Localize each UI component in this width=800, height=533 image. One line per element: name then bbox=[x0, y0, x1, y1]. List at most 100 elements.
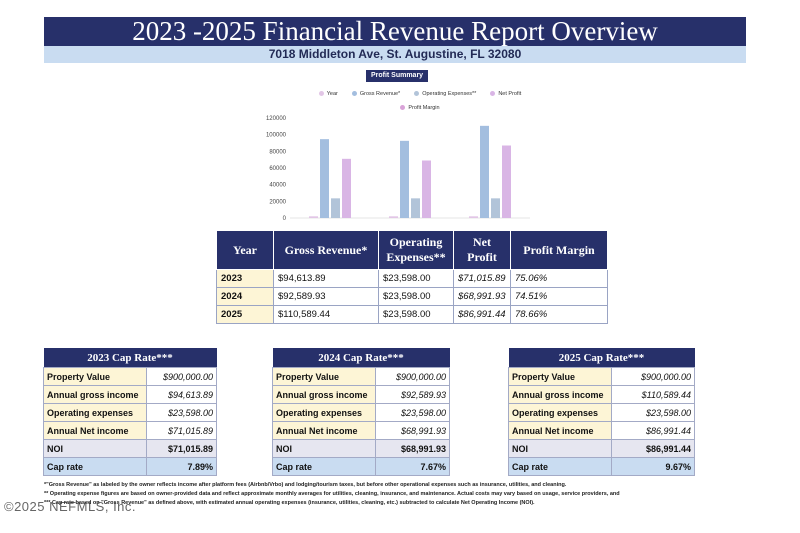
label-gross-income: Annual gross income bbox=[508, 385, 612, 404]
legend-item: Year bbox=[318, 87, 338, 101]
table-row: Annual gross income $94,613.89 bbox=[43, 385, 217, 404]
label-noi: NOI bbox=[43, 439, 147, 458]
chart-legend: Year Gross Revenue* Operating Expenses** Ne… bbox=[290, 87, 550, 115]
header-gross-revenue: Gross Revenue* bbox=[273, 230, 379, 270]
profit-summary-chart: 120000 100000 80000 60000 40000 20000 0 bbox=[266, 116, 530, 222]
table-row: Operating expenses $23,598.00 bbox=[272, 403, 450, 422]
header-year: Year bbox=[216, 230, 274, 270]
bar bbox=[411, 198, 420, 218]
value-gross-income: $94,613.89 bbox=[146, 385, 217, 404]
summary-table-header: Year Gross Revenue* Operating Expenses**… bbox=[216, 230, 608, 270]
label-noi: NOI bbox=[508, 439, 612, 458]
cell-year: 2023 bbox=[216, 269, 274, 288]
table-row: 2025 $110,589.44 $23,598.00 $86,991.44 7… bbox=[216, 305, 608, 324]
y-tick-label: 20000 bbox=[269, 199, 286, 205]
legend-label: Profit Margin bbox=[408, 105, 440, 111]
legend-item: Operating Expenses** bbox=[414, 87, 476, 101]
cell-gross: $92,589.93 bbox=[273, 287, 379, 306]
label-opex: Operating expenses bbox=[43, 403, 147, 422]
y-tick-label: 0 bbox=[283, 216, 287, 222]
table-row: Annual Net income $71,015.89 bbox=[43, 421, 217, 440]
table-row: NOI $71,015.89 bbox=[43, 439, 217, 458]
cap-rate-title: 2025 Cap Rate*** bbox=[508, 348, 695, 368]
legend-dot-icon bbox=[490, 91, 496, 97]
value-opex: $23,598.00 bbox=[146, 403, 217, 422]
cell-net: $71,015.89 bbox=[453, 269, 511, 288]
bar bbox=[309, 216, 318, 218]
table-row: Annual gross income $92,589.93 bbox=[272, 385, 450, 404]
table-row: Property Value $900,000.00 bbox=[43, 367, 217, 386]
cap-rate-table-2025: 2025 Cap Rate*** Property Value $900,000.… bbox=[508, 348, 695, 476]
cell-margin: 74.51% bbox=[510, 287, 608, 306]
value-gross-income: $110,589.44 bbox=[611, 385, 695, 404]
table-row: Annual gross income $110,589.44 bbox=[508, 385, 695, 404]
cap-rate-title: 2023 Cap Rate*** bbox=[43, 348, 217, 368]
table-row: NOI $86,991.44 bbox=[508, 439, 695, 458]
cap-rate-title: 2024 Cap Rate*** bbox=[272, 348, 450, 368]
cell-margin: 78.66% bbox=[510, 305, 608, 324]
table-row: Cap rate 7.67% bbox=[272, 457, 450, 476]
value-property-value: $900,000.00 bbox=[611, 367, 695, 386]
value-noi: $86,991.44 bbox=[611, 439, 695, 458]
value-cap-rate: 9.67% bbox=[611, 457, 695, 476]
legend-label: Gross Revenue* bbox=[359, 91, 401, 97]
summary-table: Year Gross Revenue* Operating Expenses**… bbox=[216, 230, 608, 324]
bar bbox=[469, 216, 478, 218]
table-row: NOI $68,991.93 bbox=[272, 439, 450, 458]
value-cap-rate: 7.67% bbox=[375, 457, 450, 476]
legend-item: Gross Revenue* bbox=[351, 87, 401, 101]
cell-opex: $23,598.00 bbox=[378, 305, 454, 324]
cell-year: 2024 bbox=[216, 287, 274, 306]
label-cap-rate: Cap rate bbox=[43, 457, 147, 476]
legend-dot-icon bbox=[318, 91, 324, 97]
value-noi: $68,991.93 bbox=[375, 439, 450, 458]
copyright-watermark: ©2025 NEFMLS, Inc. bbox=[4, 499, 137, 514]
bar bbox=[502, 145, 511, 218]
value-opex: $23,598.00 bbox=[375, 403, 450, 422]
legend-dot-icon bbox=[414, 91, 420, 97]
legend-label: Net Profit bbox=[498, 91, 522, 97]
bar bbox=[389, 216, 398, 218]
property-address: 7018 Middleton Ave, St. Augustine, FL 32… bbox=[44, 46, 746, 63]
label-gross-income: Annual gross income bbox=[43, 385, 147, 404]
bar bbox=[491, 198, 500, 218]
label-cap-rate: Cap rate bbox=[272, 457, 376, 476]
cell-gross: $94,613.89 bbox=[273, 269, 379, 288]
value-property-value: $900,000.00 bbox=[375, 367, 450, 386]
label-net-income: Annual Net income bbox=[508, 421, 612, 440]
table-row: Property Value $900,000.00 bbox=[508, 367, 695, 386]
cell-opex: $23,598.00 bbox=[378, 287, 454, 306]
cap-rate-table-2024: 2024 Cap Rate*** Property Value $900,000.… bbox=[272, 348, 450, 476]
label-property-value: Property Value bbox=[272, 367, 376, 386]
header-profit-margin: Profit Margin bbox=[510, 230, 608, 270]
footnote-operating-expenses: ** Operating expense figures are based o… bbox=[44, 491, 620, 497]
footnote-cap-rate: *** Cap rate based on "Gross Revenue" as… bbox=[44, 500, 535, 506]
value-net-income: $68,991.93 bbox=[375, 421, 450, 440]
value-opex: $23,598.00 bbox=[611, 403, 695, 422]
cell-gross: $110,589.44 bbox=[273, 305, 379, 324]
legend-dot-icon bbox=[400, 105, 406, 111]
legend-item: Net Profit bbox=[490, 87, 521, 101]
legend-item: Profit Margin bbox=[400, 101, 440, 115]
y-tick-label: 80000 bbox=[269, 149, 286, 155]
y-tick-label: 100000 bbox=[266, 133, 287, 139]
bar bbox=[422, 160, 431, 218]
label-gross-income: Annual gross income bbox=[272, 385, 376, 404]
value-noi: $71,015.89 bbox=[146, 439, 217, 458]
bar bbox=[331, 198, 340, 218]
y-tick-label: 60000 bbox=[269, 166, 286, 172]
bar bbox=[320, 139, 329, 218]
value-gross-income: $92,589.93 bbox=[375, 385, 450, 404]
label-property-value: Property Value bbox=[508, 367, 612, 386]
table-row: Operating expenses $23,598.00 bbox=[43, 403, 217, 422]
table-row: Annual Net income $68,991.93 bbox=[272, 421, 450, 440]
header-net-profit: Net Profit bbox=[453, 230, 511, 270]
legend-label: Year bbox=[326, 91, 338, 97]
table-row: Cap rate 9.67% bbox=[508, 457, 695, 476]
y-tick-label: 120000 bbox=[266, 116, 287, 122]
label-noi: NOI bbox=[272, 439, 376, 458]
table-row: 2024 $92,589.93 $23,598.00 $68,991.93 74… bbox=[216, 287, 608, 306]
bar bbox=[400, 140, 409, 218]
table-row: Property Value $900,000.00 bbox=[272, 367, 450, 386]
table-row: Annual Net income $86,991.44 bbox=[508, 421, 695, 440]
